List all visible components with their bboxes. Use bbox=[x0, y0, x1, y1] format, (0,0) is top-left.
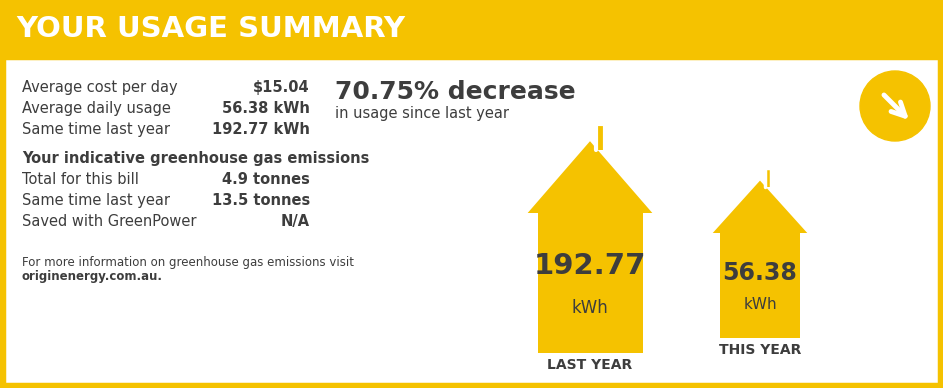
Text: Average daily usage: Average daily usage bbox=[22, 101, 171, 116]
Bar bbox=[538, 213, 642, 353]
Circle shape bbox=[860, 71, 930, 141]
Bar bbox=[4, 58, 939, 384]
Text: Same time last year: Same time last year bbox=[22, 122, 170, 137]
Text: 70.75% decrease: 70.75% decrease bbox=[335, 80, 575, 104]
Text: YOUR USAGE SUMMARY: YOUR USAGE SUMMARY bbox=[16, 15, 405, 43]
Polygon shape bbox=[710, 178, 810, 233]
Text: For more information on greenhouse gas emissions visit: For more information on greenhouse gas e… bbox=[22, 256, 354, 269]
Text: Average cost per day: Average cost per day bbox=[22, 80, 177, 95]
Text: Saved with GreenPower: Saved with GreenPower bbox=[22, 214, 196, 229]
Text: 4.9 tonnes: 4.9 tonnes bbox=[223, 172, 310, 187]
Text: Same time last year: Same time last year bbox=[22, 193, 170, 208]
Text: 13.5 tonnes: 13.5 tonnes bbox=[212, 193, 310, 208]
Polygon shape bbox=[525, 138, 655, 213]
Polygon shape bbox=[765, 168, 771, 187]
Bar bbox=[0, 0, 943, 58]
Polygon shape bbox=[596, 124, 604, 150]
Text: LAST YEAR: LAST YEAR bbox=[547, 358, 633, 372]
Text: 192.77: 192.77 bbox=[534, 252, 646, 280]
Text: 56.38: 56.38 bbox=[722, 261, 798, 285]
Text: 56.38 kWh: 56.38 kWh bbox=[223, 101, 310, 116]
Text: kWh: kWh bbox=[571, 299, 608, 317]
Text: originenergy.com.au.: originenergy.com.au. bbox=[22, 270, 163, 283]
Bar bbox=[720, 233, 800, 338]
Text: THIS YEAR: THIS YEAR bbox=[719, 343, 802, 357]
Text: Your indicative greenhouse gas emissions: Your indicative greenhouse gas emissions bbox=[22, 151, 370, 166]
Text: in usage since last year: in usage since last year bbox=[335, 106, 509, 121]
Text: kWh: kWh bbox=[743, 297, 777, 312]
Text: 192.77 kWh: 192.77 kWh bbox=[212, 122, 310, 137]
Text: $15.04: $15.04 bbox=[254, 80, 310, 95]
Text: N/A: N/A bbox=[281, 214, 310, 229]
Text: Total for this bill: Total for this bill bbox=[22, 172, 139, 187]
